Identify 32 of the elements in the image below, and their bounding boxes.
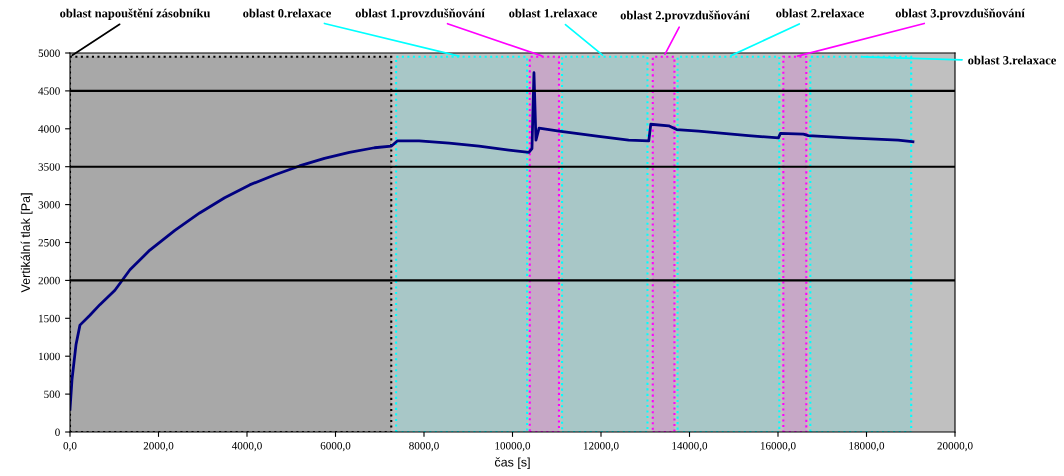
band-label: oblast 1.relaxace: [509, 8, 597, 18]
band-label: oblast 1.provzdušňování: [355, 8, 485, 20]
y-tick-label: 2500: [38, 238, 60, 247]
y-tick-label: 3000: [38, 201, 60, 209]
x-axis-title: čas [s]: [494, 457, 530, 470]
x-tick-label: 14000,0: [672, 442, 708, 452]
y-tick-label: 1000: [39, 352, 60, 361]
x-tick-label: 6000,0: [320, 442, 351, 452]
y-tick-label: 2000: [38, 276, 60, 285]
x-tick-label: 4000,0: [231, 442, 262, 452]
band-label: oblast 2.relaxace: [776, 8, 864, 18]
y-tick-label: 4000: [38, 125, 60, 133]
x-tick-label: 18000,0: [849, 442, 885, 452]
x-tick-label: 20000,0: [937, 442, 973, 452]
x-tick-label: 0,0: [63, 442, 77, 452]
y-tick-label: 500: [44, 390, 60, 399]
x-tick-label: 8000,0: [409, 442, 439, 452]
y-tick-label: 5000: [38, 49, 60, 57]
y-tick-label: 0: [55, 428, 60, 436]
band-label: oblast napouštění zásobníku: [60, 8, 211, 20]
y-tick-label: 3500: [38, 163, 60, 171]
x-tick-label: 16000,0: [760, 442, 796, 452]
x-tick-label: 10000,0: [495, 442, 531, 452]
band-label: oblast 3.provzdušňování: [895, 8, 1025, 20]
band-label: oblast 3.relaxace: [968, 55, 1056, 65]
y-tick-label: 4500: [38, 87, 60, 95]
band-label: oblast 0.relaxace: [243, 8, 331, 18]
y-tick-label: 1500: [39, 314, 60, 323]
x-tick-label: 12000,0: [583, 442, 619, 452]
y-axis-title: Vertikální tlak [Pa]: [20, 193, 33, 293]
band-label: oblast 2.provzdušňování: [620, 10, 750, 22]
x-tick-label: 2000,0: [143, 442, 174, 452]
